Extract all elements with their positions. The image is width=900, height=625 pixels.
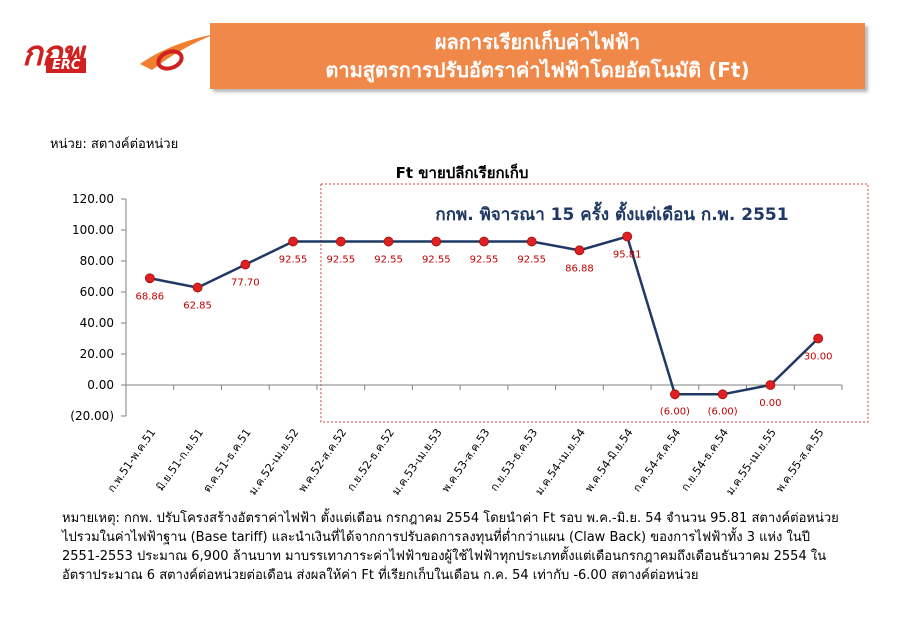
data-label: (6.00): [708, 406, 738, 417]
x-tick-label: ม.ค.52-เม.ย.52: [246, 426, 301, 497]
data-point: [670, 389, 680, 400]
data-point: [288, 236, 298, 247]
data-point: [765, 380, 776, 390]
y-tick-label: 100.00: [72, 223, 114, 237]
data-label: 77.70: [231, 278, 260, 289]
page-title-line1: ผลการเรียกเก็บค่าไฟฟ้า: [434, 30, 641, 54]
data-label: 92.55: [326, 255, 355, 266]
footnote: หมายเหตุ: กกพ. ปรับโครงสร้างอัตราค่าไฟฟ้…: [62, 511, 839, 583]
data-point: [335, 236, 346, 247]
erc-logo: [20, 30, 220, 82]
data-label: 30.00: [804, 352, 833, 363]
data-point: [717, 389, 728, 400]
y-tick-label: 0.00: [87, 378, 114, 392]
page-title-line2: ตามสูตรการปรับอัตราค่าไฟฟ้าโดยอัตโนมัติ …: [325, 58, 750, 82]
data-label: 92.55: [470, 255, 499, 266]
data-label: 92.55: [374, 255, 403, 266]
x-tick-label: ม.ค.53-เม.ย.53: [389, 426, 444, 497]
x-tick-label: ก.พ.51-พ.ค.51: [105, 426, 158, 494]
title-banner: ผลการเรียกเก็บค่าไฟฟ้า ตามสูตรการปรับอัต…: [210, 23, 865, 89]
y-tick-label: 40.00: [80, 316, 114, 330]
data-label: 92.55: [279, 255, 308, 266]
data-label: 0.00: [759, 398, 781, 409]
y-tick-label: 120.00: [72, 192, 114, 206]
data-point: [622, 231, 633, 242]
chart-title: Ft ขายปลีกเรียกเก็บ: [396, 163, 529, 182]
data-point: [240, 259, 251, 270]
data-label: 95.81: [613, 249, 642, 260]
highlight-box: [320, 183, 869, 423]
data-point: [479, 236, 489, 247]
x-tick-label: พ.ค.53-ส.ค.53: [439, 426, 492, 495]
x-tick-label: พ.ค.55-ส.ค.55: [773, 426, 826, 495]
x-tick-label: พ.ค.52-ส.ค.52: [296, 426, 349, 495]
y-tick-label: 60.00: [80, 285, 114, 299]
data-label: 62.85: [183, 301, 212, 312]
x-tick-label: ก.ย.53-ธ.ค.53: [488, 426, 541, 493]
x-tick-label: มิ.ย.51-ก.ย.51: [154, 426, 206, 493]
data-point: [144, 273, 155, 284]
y-tick-label: 20.00: [80, 347, 114, 361]
data-label: 68.86: [136, 291, 165, 302]
chart-annotation: กกพ. พิจารณา 15 ครั้ง ตั้งแต่เดือน ก.พ. …: [435, 201, 788, 225]
logo-subtext: ERC: [46, 58, 87, 73]
x-tick-label: ม.ค.54-เม.ย.54: [533, 426, 588, 497]
data-label: 92.55: [517, 255, 546, 266]
data-point: [431, 236, 442, 247]
x-tick-label: พ.ค.54-มิ.ย.54: [582, 426, 635, 494]
data-point: [192, 282, 203, 293]
unit-label: หน่วย: สตางค์ต่อหน่วย: [50, 137, 179, 152]
data-point: [383, 236, 394, 247]
data-label: (6.00): [660, 406, 690, 417]
x-tick-label: ก.ค.54-ส.ค.54: [630, 426, 683, 494]
x-tick-label: ก.ย.54-ธ.ค.54: [679, 426, 732, 493]
y-tick-label: (20.00): [70, 409, 114, 423]
data-label: 92.55: [422, 255, 451, 266]
x-tick-label: ก.ย.52-ธ.ค.52: [344, 426, 397, 493]
x-tick-label: ต.ค.51-ธ.ค.51: [200, 426, 253, 495]
logo-swoosh-icon: [140, 34, 215, 71]
data-point: [813, 333, 824, 344]
data-point: [526, 236, 537, 247]
data-point: [574, 245, 585, 256]
data-label: 86.88: [565, 263, 594, 274]
y-tick-label: 80.00: [80, 254, 114, 268]
x-tick-label: ม.ค.55-เม.ย.55: [723, 426, 778, 497]
